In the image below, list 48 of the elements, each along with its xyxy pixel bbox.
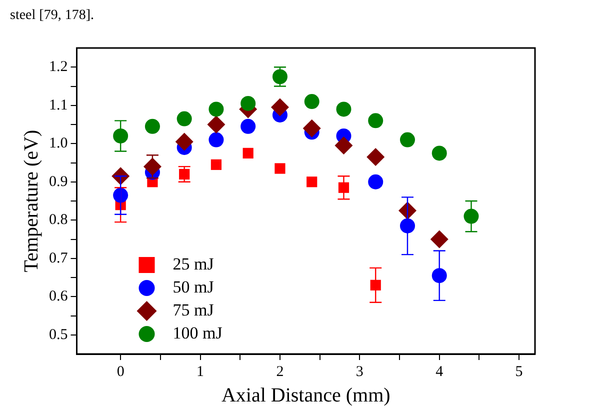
point	[270, 98, 289, 116]
point	[302, 119, 321, 138]
legend-label: 25 mJ	[172, 254, 214, 274]
legend-label: 100 mJ	[172, 323, 223, 342]
y-tick-label: 0.5	[49, 326, 68, 343]
x-tick-label: 3	[356, 364, 364, 380]
y-tick-label: 1.1	[49, 97, 68, 114]
legend-label: 75 mJ	[172, 300, 214, 320]
point	[366, 148, 385, 166]
point	[430, 230, 448, 248]
point	[306, 176, 318, 188]
text: steel [79, 178].	[10, 8, 94, 24]
x-tick-label: 5	[515, 364, 523, 380]
point	[400, 218, 415, 234]
y-axis-title: Temperature (eV)	[20, 130, 42, 272]
x-axis-title: Axial Distance (mm)	[221, 384, 390, 406]
point	[400, 132, 415, 148]
x-tick-label: 0	[116, 364, 124, 380]
point	[208, 102, 224, 117]
point	[208, 132, 224, 148]
point	[334, 136, 353, 155]
point	[144, 118, 160, 134]
x-tick-label: 2	[276, 364, 284, 380]
y-tick-label: 0.6	[49, 288, 68, 305]
x-tick-label: 1	[196, 364, 204, 380]
point	[304, 94, 320, 110]
point	[274, 163, 286, 174]
point	[336, 102, 352, 117]
y-tick-label: 1.2	[49, 59, 68, 76]
point	[210, 159, 222, 170]
legend-label: 50 mJ	[172, 277, 214, 296]
point	[113, 128, 128, 144]
point	[240, 118, 256, 134]
point	[175, 132, 194, 151]
y-tick-label: 0.9	[49, 174, 68, 190]
point	[368, 174, 384, 190]
point	[432, 146, 447, 161]
y-tick-label: 0.8	[49, 212, 68, 228]
point	[368, 113, 384, 128]
point	[240, 96, 256, 111]
point	[207, 116, 226, 134]
point	[432, 268, 447, 284]
point	[242, 148, 254, 158]
x-tick-label: 4	[436, 364, 444, 380]
point	[113, 188, 128, 203]
y-tick-label: 1.0	[49, 136, 68, 152]
y-tick-label: 0.7	[49, 250, 68, 266]
point	[176, 111, 192, 126]
